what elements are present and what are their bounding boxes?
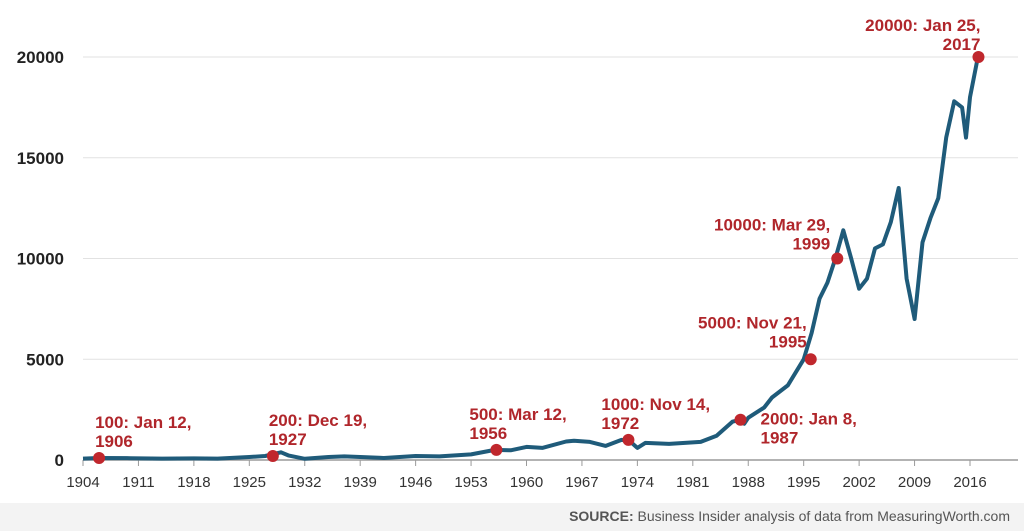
x-tick-label: 1988 <box>732 474 765 491</box>
x-tick-label: 1904 <box>66 474 99 491</box>
annotation-20000-line1: 20000: Jan 25, <box>865 16 980 35</box>
annotation-5000-line1: 5000: Nov 21, <box>698 313 807 332</box>
source-label: SOURCE: <box>569 508 634 524</box>
x-tick-label: 2009 <box>898 474 931 491</box>
x-axis: 1904 1911 1918 1925 1932 1939 1946 1953 1960 1967… <box>66 460 987 491</box>
x-tick-label: 1932 <box>288 474 321 491</box>
x-tick-label: 2016 <box>953 474 986 491</box>
x-tick-label: 1974 <box>621 474 654 491</box>
annotation-500-line2: 1956 <box>469 424 507 443</box>
milestone-marker-1000 <box>622 433 635 446</box>
annotation-1000-line1: 1000: Nov 14, <box>601 395 710 414</box>
milestone-marker-5000 <box>804 353 817 366</box>
x-tick-label: 1918 <box>177 474 210 491</box>
milestone-marker-2000 <box>734 413 747 426</box>
grid-lines <box>83 56 1018 461</box>
source-note: SOURCE: Business Insider analysis of dat… <box>569 508 1010 524</box>
y-tick-label: 5000 <box>26 350 64 369</box>
y-tick-label: 10000 <box>17 250 64 269</box>
x-tick-label: 1960 <box>510 474 543 491</box>
y-tick-label: 15000 <box>17 149 64 168</box>
annotation-200-line1: 200: Dec 19, <box>269 411 367 430</box>
milestone-marker-500 <box>490 443 503 456</box>
annotation-5000-line2: 1995 <box>769 332 807 351</box>
x-tick-label: 1925 <box>233 474 266 491</box>
milestone-marker-100 <box>93 451 106 464</box>
x-tick-label: 1911 <box>122 474 154 491</box>
annotation-100-line1: 100: Jan 12, <box>95 413 191 432</box>
milestone-annotations: 100: Jan 12,1906 200: Dec 19,1927 500: Mar… <box>95 16 980 451</box>
annotation-2000-line2: 1987 <box>760 429 798 448</box>
annotation-1000-line2: 1972 <box>601 414 639 433</box>
series-line-dow-jones <box>82 56 980 461</box>
milestone-markers <box>93 51 985 464</box>
milestone-marker-200 <box>266 449 279 462</box>
x-tick-label: 1967 <box>565 474 598 491</box>
annotation-2000-line1: 2000: Jan 8, <box>760 410 856 429</box>
y-tick-label: 0 <box>55 451 64 470</box>
milestone-marker-10000 <box>831 252 844 265</box>
x-tick-label: 1946 <box>399 474 432 491</box>
annotation-500-line1: 500: Mar 12, <box>469 405 566 424</box>
milestone-marker-20000 <box>972 51 985 63</box>
annotation-10000-line2: 1999 <box>792 235 830 254</box>
annotation-20000-line2: 2017 <box>943 35 981 54</box>
annotation-200-line2: 1927 <box>269 430 307 449</box>
source-text: Business Insider analysis of data from M… <box>633 508 1010 524</box>
x-tick-label: 1953 <box>454 474 487 491</box>
annotation-10000-line1: 10000: Mar 29, <box>714 216 830 235</box>
x-tick-label: 1939 <box>344 474 377 491</box>
y-tick-label: 20000 <box>17 48 64 67</box>
y-axis: 0 5000 10000 15000 20000 <box>17 48 64 470</box>
x-tick-label: 2002 <box>842 474 875 491</box>
x-tick-label: 1995 <box>787 474 820 491</box>
footer-band <box>0 503 1024 531</box>
x-tick-label: 1981 <box>676 474 709 491</box>
annotation-100-line2: 1906 <box>95 432 133 451</box>
chart: 0 5000 10000 15000 20000 1904 1911 1918 1925 193… <box>17 16 1018 491</box>
